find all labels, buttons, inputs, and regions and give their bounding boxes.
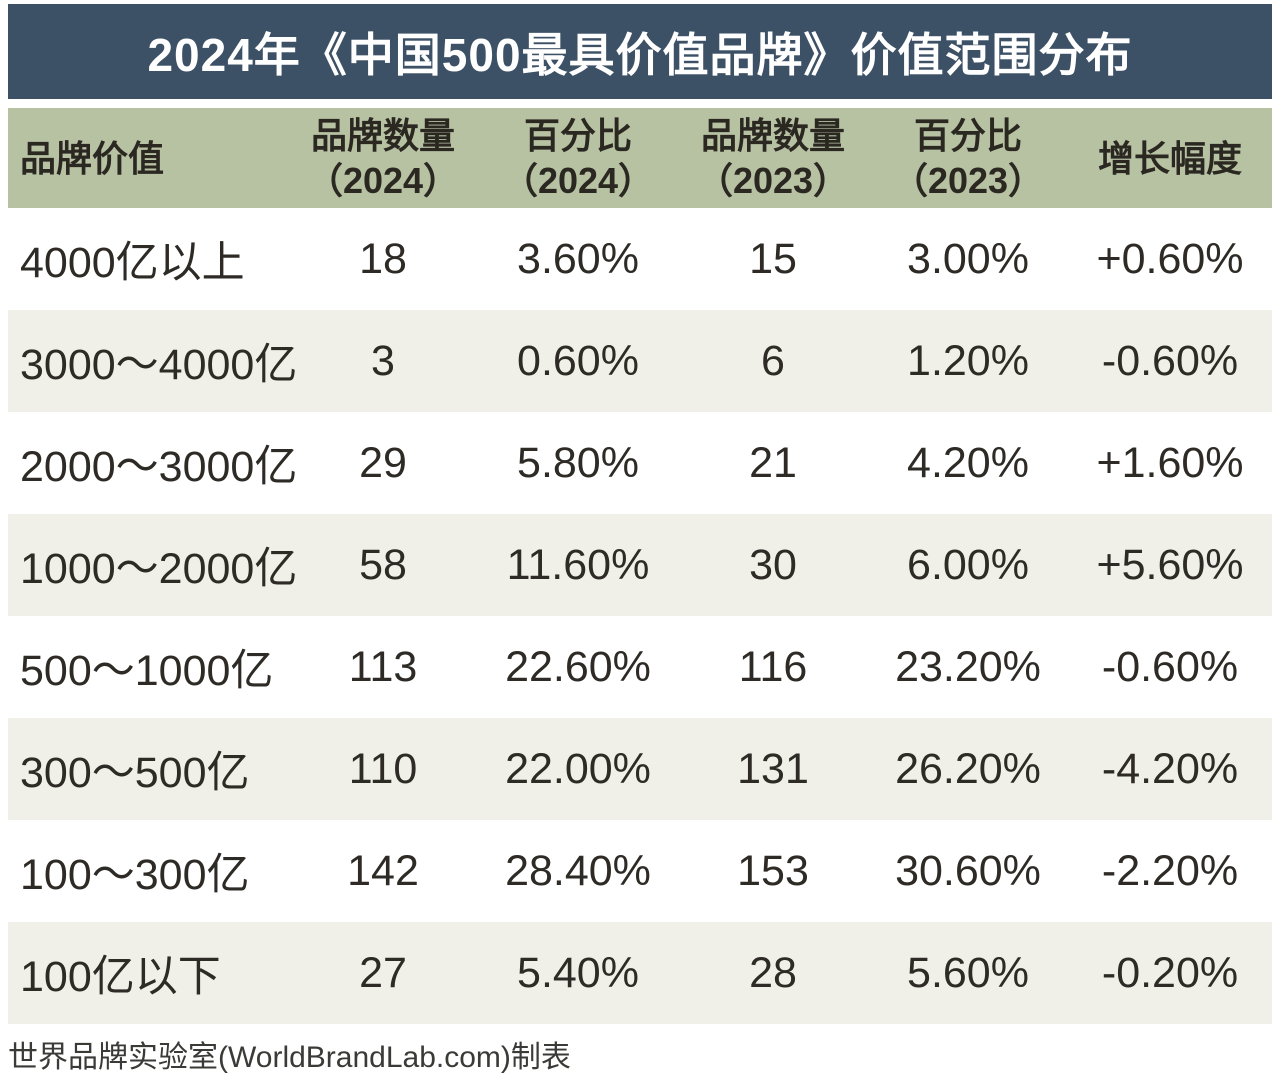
cell-range: 100～300亿	[20, 851, 250, 899]
cell-growth: -4.20%	[1101, 744, 1239, 793]
cell-count-2023: 116	[738, 642, 808, 691]
cell-growth: +1.60%	[1096, 438, 1244, 487]
header-label: 品牌数量	[310, 115, 455, 156]
table-row: 100～300亿 142 28.40% 153 30.60% -2.20%	[8, 820, 1272, 922]
cell-growth: +5.60%	[1096, 540, 1244, 589]
cell-range: 2000～3000亿	[20, 443, 298, 491]
cell-pct-2024: 5.40%	[517, 948, 639, 997]
cell-range: 100亿以下	[20, 953, 221, 1001]
table-body: 4000亿以上 18 3.60% 15 3.00% +0.60% 3000～40…	[8, 208, 1272, 1024]
table-row: 500～1000亿 113 22.60% 116 23.20% -0.60%	[8, 616, 1272, 718]
cell-count-2024: 27	[359, 948, 407, 997]
cell-pct-2024: 11.60%	[506, 540, 650, 589]
page-title: 2024年《中国500最具价值品牌》价值范围分布	[147, 28, 1133, 81]
table-header-row: 品牌价值 品牌数量 （2024） 百分比 （2024） 品牌数量 （2023） …	[8, 108, 1272, 208]
cell-pct-2023: 3.00%	[907, 234, 1029, 283]
cell-count-2023: 30	[749, 540, 797, 589]
cell-pct-2024: 28.40%	[505, 846, 651, 895]
value-distribution-table: 品牌价值 品牌数量 （2024） 百分比 （2024） 品牌数量 （2023） …	[8, 108, 1272, 1024]
header-cell-count-2024: 品牌数量 （2024）	[288, 108, 478, 208]
cell-range: 1000～2000亿	[20, 545, 298, 593]
cell-pct-2024: 0.60%	[517, 336, 639, 385]
cell-pct-2023: 4.20%	[907, 438, 1029, 487]
table-row: 100亿以下 27 5.40% 28 5.60% -0.20%	[8, 922, 1272, 1024]
header-sublabel: （2023）	[891, 160, 1045, 201]
cell-pct-2023: 1.20%	[907, 336, 1029, 385]
header-cell-brand-value: 品牌价值	[8, 108, 288, 208]
header-cell-pct-2023: 百分比 （2023）	[868, 108, 1068, 208]
header-label: 品牌价值	[20, 137, 165, 179]
cell-count-2024: 29	[359, 438, 407, 487]
table-row: 2000～3000亿 29 5.80% 21 4.20% +1.60%	[8, 412, 1272, 514]
cell-count-2023: 6	[761, 336, 785, 385]
cell-count-2023: 28	[749, 948, 797, 997]
footer-credit: 世界品牌实验室(WorldBrandLab.com)制表	[8, 1041, 571, 1074]
cell-count-2024: 58	[359, 540, 407, 589]
table-row: 300～500亿 110 22.00% 131 26.20% -4.20%	[8, 718, 1272, 820]
cell-range: 500～1000亿	[20, 647, 274, 695]
cell-growth: -0.60%	[1101, 642, 1239, 691]
cell-pct-2023: 6.00%	[907, 540, 1029, 589]
cell-pct-2024: 5.80%	[517, 438, 639, 487]
cell-pct-2023: 5.60%	[907, 948, 1029, 997]
cell-count-2024: 142	[347, 846, 419, 895]
cell-range: 3000～4000亿	[20, 341, 298, 389]
header-cell-count-2023: 品牌数量 （2023）	[678, 108, 868, 208]
cell-count-2023: 21	[749, 438, 797, 487]
cell-pct-2023: 26.20%	[895, 744, 1041, 793]
cell-count-2023: 153	[737, 846, 809, 895]
header-sublabel: （2024）	[306, 160, 460, 201]
table-row: 3000～4000亿 3 0.60% 6 1.20% -0.60%	[8, 310, 1272, 412]
cell-count-2024: 3	[371, 336, 395, 385]
cell-count-2023: 15	[749, 234, 797, 283]
table-row: 4000亿以上 18 3.60% 15 3.00% +0.60%	[8, 208, 1272, 310]
cell-growth: -2.20%	[1101, 846, 1239, 895]
cell-range: 300～500亿	[20, 749, 250, 797]
cell-range: 4000亿以上	[20, 239, 245, 287]
cell-count-2024: 18	[359, 234, 407, 283]
cell-pct-2024: 22.00%	[505, 744, 651, 793]
header-cell-pct-2024: 百分比 （2024）	[478, 108, 678, 208]
cell-pct-2023: 23.20%	[895, 642, 1041, 691]
header-label: 百分比	[523, 115, 632, 156]
cell-pct-2024: 3.60%	[517, 234, 639, 283]
table-row: 1000～2000亿 58 11.60% 30 6.00% +5.60%	[8, 514, 1272, 616]
header-label: 增长幅度	[1097, 137, 1242, 179]
header-label: 百分比	[913, 115, 1022, 156]
header-sublabel: （2024）	[501, 160, 655, 201]
header-sublabel: （2023）	[696, 160, 850, 201]
cell-count-2023: 131	[737, 744, 809, 793]
cell-growth: -0.20%	[1101, 948, 1239, 997]
cell-pct-2023: 30.60%	[895, 846, 1041, 895]
cell-count-2024: 110	[348, 744, 418, 793]
header-label: 品牌数量	[700, 115, 845, 156]
cell-count-2024: 113	[348, 642, 418, 691]
cell-growth: -0.60%	[1101, 336, 1239, 385]
header-cell-growth: 增长幅度	[1068, 108, 1272, 208]
cell-pct-2024: 22.60%	[505, 642, 651, 691]
cell-growth: +0.60%	[1096, 234, 1244, 283]
title-bar: 2024年《中国500最具价值品牌》价值范围分布	[8, 4, 1272, 99]
